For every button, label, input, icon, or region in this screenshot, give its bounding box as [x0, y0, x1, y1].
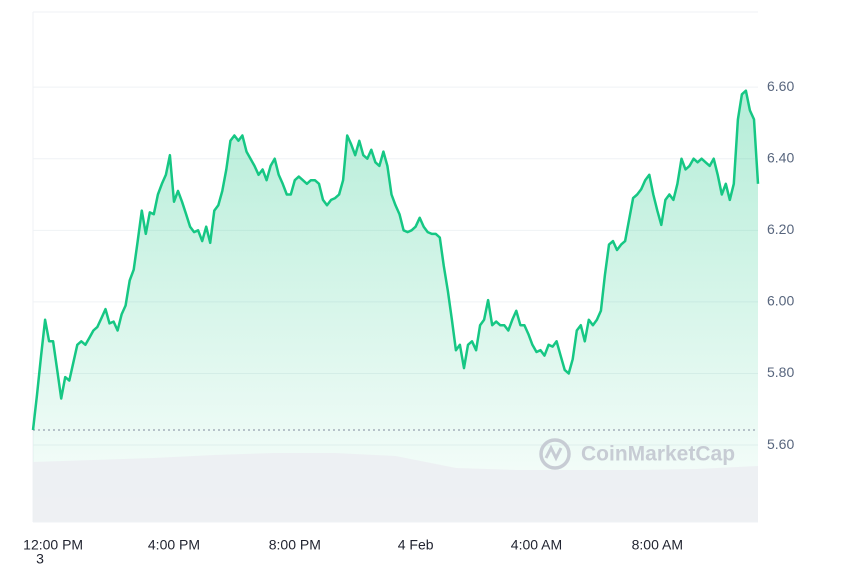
- x-tick-label: 4:00 AM: [511, 537, 562, 553]
- y-tick-label: 6.00: [767, 293, 794, 309]
- y-tick-label: 6.20: [767, 221, 794, 237]
- x-tick-label: 8:00 AM: [632, 537, 683, 553]
- price-area: [33, 90, 758, 522]
- x-tick-label: 4:00 PM: [148, 537, 200, 553]
- footer-note: 3: [36, 551, 44, 567]
- y-tick-label: 5.80: [767, 364, 794, 380]
- price-line: [31, 89, 760, 431]
- x-tick-label: 8:00 PM: [269, 537, 321, 553]
- x-tick-label: 4 Feb: [398, 537, 434, 553]
- volume-area: [33, 453, 758, 522]
- y-tick-label: 5.60: [767, 436, 794, 452]
- y-tick-label: 6.60: [767, 78, 794, 94]
- watermark: CoinMarketCap: [539, 438, 735, 470]
- watermark-logo: [539, 438, 571, 470]
- watermark-logo-mark: [544, 444, 563, 462]
- y-tick-label: 6.40: [767, 149, 794, 165]
- x-tick-label: 12:00 PM: [23, 537, 83, 553]
- watermark-text: CoinMarketCap: [581, 443, 735, 466]
